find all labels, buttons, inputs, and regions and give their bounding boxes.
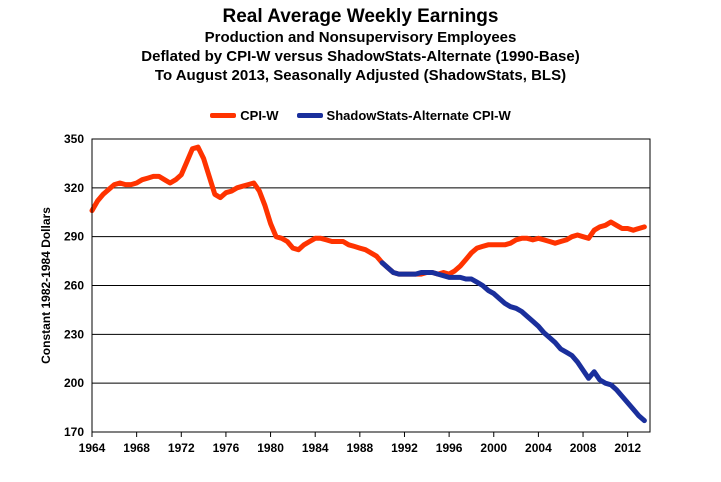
y-tick-label: 200 [64, 376, 84, 390]
x-tick-label: 1996 [436, 441, 463, 455]
x-tick-label: 1980 [257, 441, 284, 455]
y-tick-label: 230 [64, 327, 84, 341]
x-tick-label: 1964 [79, 441, 106, 455]
y-axis-label: Constant 1982-1984 Dollars [39, 207, 53, 364]
legend-label-cpi-w: CPI-W [240, 108, 279, 123]
plot-frame [91, 138, 651, 433]
y-tick-label: 320 [64, 181, 84, 195]
chart-titles: Real Average Weekly Earnings Production … [0, 6, 721, 85]
y-tick-label: 350 [64, 132, 84, 146]
legend-item-cpi-w: CPI-W [210, 108, 279, 123]
x-tick-label: 1988 [346, 441, 373, 455]
y-axis-ticks: 170 200 230 260 290 320 350 [64, 132, 84, 439]
x-tick-label: 1972 [168, 441, 195, 455]
chart-legend: CPI-W ShadowStats-Alternate CPI-W [0, 108, 721, 123]
chart-title: Real Average Weekly Earnings [222, 6, 499, 27]
series-lines [89, 144, 647, 424]
chart-subtitle-3: To August 2013, Seasonally Adjusted (Sha… [154, 67, 567, 84]
x-tick-label: 2012 [614, 441, 641, 455]
x-axis-ticks: 1964 1968 1972 1976 1980 1984 1988 1992 1996 2000… [79, 432, 641, 455]
chart-subtitle-2: Deflated by CPI-W versus ShadowStats-Alt… [141, 48, 580, 65]
legend-item-shadowstats: ShadowStats-Alternate CPI-W [296, 108, 511, 123]
legend-swatch-shadowstats [296, 113, 323, 118]
x-tick-label: 1984 [302, 441, 329, 455]
x-tick-label: 1992 [391, 441, 418, 455]
x-tick-label: 2008 [570, 441, 597, 455]
y-tick-label: 290 [64, 230, 84, 244]
legend-label-shadowstats: ShadowStats-Alternate CPI-W [326, 108, 511, 123]
series-line-cpi-w [89, 144, 647, 277]
x-tick-label: 2000 [480, 441, 507, 455]
x-tick-label: 1968 [123, 441, 150, 455]
series-line-shadowstats [379, 260, 647, 424]
legend-swatch-cpi-w [210, 113, 237, 118]
grid-lines [92, 138, 650, 433]
x-tick-label: 1976 [213, 441, 240, 455]
y-tick-label: 170 [64, 425, 84, 439]
x-tick-label: 2004 [525, 441, 552, 455]
y-tick-label: 260 [64, 279, 84, 293]
chart-subtitle-1: Production and Nonsupervisory Employees [204, 29, 517, 46]
